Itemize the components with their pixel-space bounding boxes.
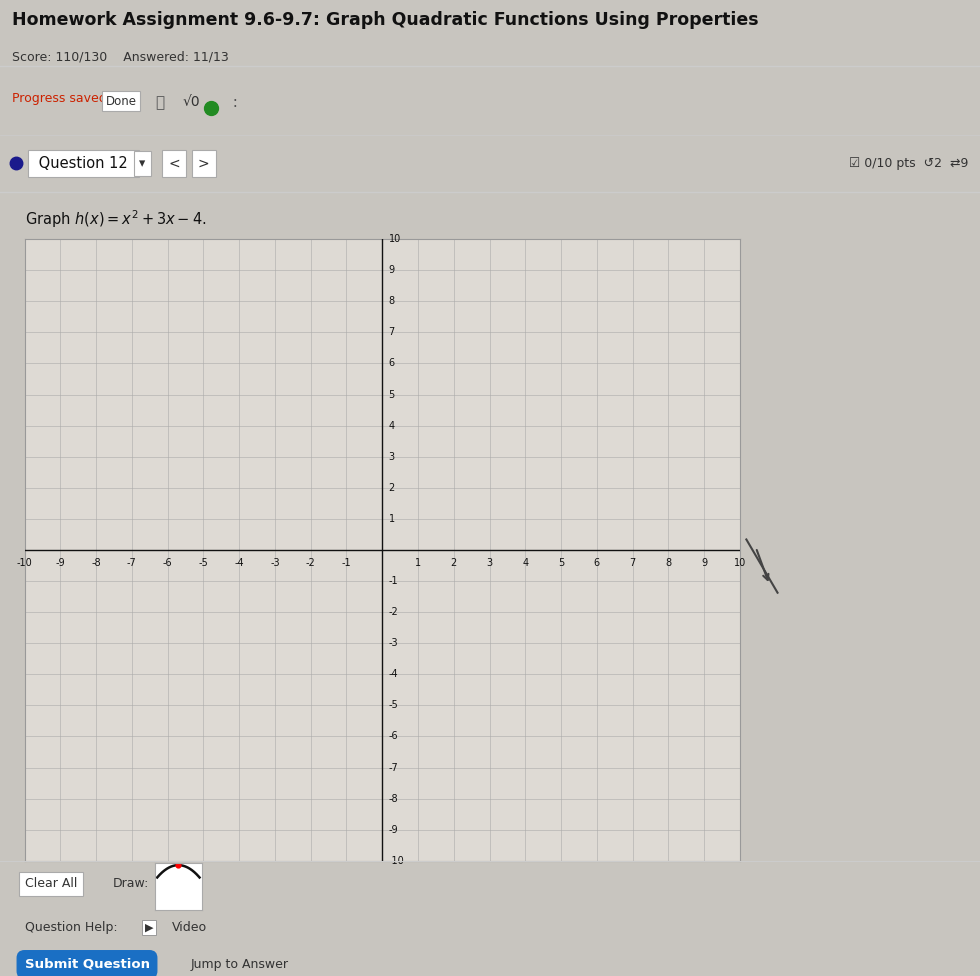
Text: Homework Assignment 9.6-9.7: Graph Quadratic Functions Using Properties: Homework Assignment 9.6-9.7: Graph Quadr… (12, 11, 759, 28)
Text: -1: -1 (342, 557, 351, 568)
Text: 5: 5 (389, 389, 395, 399)
Text: 4: 4 (522, 557, 528, 568)
Text: 2: 2 (389, 483, 395, 493)
Text: 10: 10 (734, 557, 746, 568)
Text: Submit Question: Submit Question (24, 958, 150, 971)
Text: -2: -2 (389, 607, 399, 617)
Text: <: < (169, 156, 180, 171)
Text: Score: 110/130    Answered: 11/13: Score: 110/130 Answered: 11/13 (12, 50, 228, 63)
Text: Video: Video (172, 921, 207, 934)
Text: -4: -4 (234, 557, 244, 568)
Text: -6: -6 (389, 731, 398, 742)
Text: Done: Done (106, 95, 137, 108)
Text: 2: 2 (451, 557, 457, 568)
Text: -10: -10 (389, 856, 405, 866)
Text: Graph $h(x) = x^2 + 3x - 4$.: Graph $h(x) = x^2 + 3x - 4$. (24, 209, 206, 230)
Text: 4: 4 (389, 421, 395, 430)
Text: -7: -7 (389, 762, 399, 773)
Text: 9: 9 (701, 557, 708, 568)
Text: -2: -2 (306, 557, 316, 568)
Text: Question Help:: Question Help: (24, 921, 118, 934)
Text: -9: -9 (56, 557, 65, 568)
Text: -6: -6 (163, 557, 172, 568)
Text: ⎙: ⎙ (155, 95, 164, 110)
Text: :: : (223, 95, 238, 110)
Text: 8: 8 (389, 297, 395, 306)
Text: 7: 7 (629, 557, 636, 568)
Text: Progress saved: Progress saved (12, 92, 107, 105)
Text: Jump to Answer: Jump to Answer (191, 958, 289, 971)
Text: Draw:: Draw: (113, 877, 149, 890)
Text: -5: -5 (199, 557, 208, 568)
Text: 5: 5 (558, 557, 564, 568)
Text: Question 12: Question 12 (34, 156, 132, 171)
Text: -5: -5 (389, 701, 399, 711)
Text: 8: 8 (665, 557, 671, 568)
Text: -10: -10 (17, 557, 32, 568)
Text: ▾: ▾ (139, 157, 145, 170)
Text: 3: 3 (486, 557, 493, 568)
Text: -3: -3 (270, 557, 279, 568)
Text: √0: √0 (182, 95, 200, 109)
Text: ▶: ▶ (145, 922, 154, 933)
Text: -7: -7 (127, 557, 136, 568)
Text: -4: -4 (389, 670, 398, 679)
Text: 7: 7 (389, 327, 395, 338)
Text: >: > (198, 156, 210, 171)
Text: 1: 1 (415, 557, 421, 568)
Text: 10: 10 (389, 234, 401, 244)
Text: 6: 6 (594, 557, 600, 568)
Text: -8: -8 (91, 557, 101, 568)
Text: Clear All: Clear All (24, 877, 76, 890)
Text: ☑ 0/10 pts  ↺2  ⇄9: ☑ 0/10 pts ↺2 ⇄9 (849, 157, 968, 170)
Text: -8: -8 (389, 793, 398, 803)
Text: 9: 9 (389, 265, 395, 275)
Text: 1: 1 (389, 514, 395, 524)
Text: 3: 3 (389, 452, 395, 462)
Text: -1: -1 (389, 576, 398, 586)
Text: 6: 6 (389, 358, 395, 369)
Text: -9: -9 (389, 825, 398, 834)
Text: -3: -3 (389, 638, 398, 648)
